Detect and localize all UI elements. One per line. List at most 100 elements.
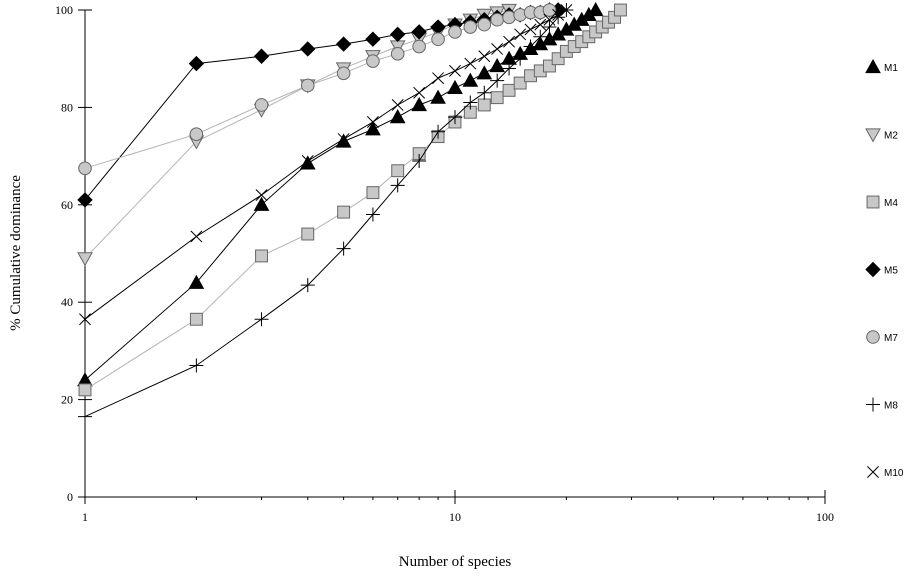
data-point-m10 [534,18,547,31]
series-m4 [78,3,627,397]
y-tick-label: 20 [61,393,73,407]
data-point-m7 [463,20,478,34]
data-point-m7 [502,10,516,25]
data-point-m8 [300,278,315,293]
data-point-m10 [190,230,203,243]
data-point-m8 [189,358,204,373]
x-tick-label: 1 [82,510,88,524]
data-point-m4 [513,76,527,90]
legend-marker-m4 [866,195,880,209]
data-point-m4 [502,83,516,97]
data-point-m7 [390,47,405,61]
series-line-m7 [84,9,550,169]
data-point-m5 [389,26,406,43]
series-layer [77,1,627,424]
data-point-m8 [412,153,427,168]
y-tick-label: 80 [61,100,73,114]
data-point-m8 [390,178,405,193]
data-point-m10 [491,43,504,55]
data-point-m1 [476,65,493,80]
data-point-m7 [542,3,557,17]
data-point-m10 [255,189,268,202]
data-point-m5 [253,48,270,64]
legend-marker-m7 [866,330,880,344]
data-point-m8 [502,61,517,76]
x-ticks: 1 10 100 [82,490,834,524]
legend-label-m8: M8 [884,401,898,412]
y-tick-label: 60 [61,198,73,212]
data-point-m4 [477,98,491,112]
series-m2 [77,3,517,267]
data-point-m1 [299,155,316,170]
series-m8 [78,3,574,424]
data-point-m8 [477,85,492,100]
data-point-m4 [301,227,315,241]
y-tick-label: 40 [61,295,73,309]
data-point-m10 [478,50,491,63]
data-point-m7 [366,54,380,68]
legend-marker-m10 [867,466,879,478]
x-tick-label: 10 [449,510,461,524]
data-point-m1 [447,79,463,95]
data-point-m8 [431,124,446,139]
data-point-m8 [490,73,505,88]
data-point-m5 [430,19,446,35]
series-m5 [77,2,566,208]
legend-label-m10: M10 [884,468,904,479]
data-point-m4 [490,91,504,105]
legend-item-m1: M1 [865,58,898,74]
series-m10 [79,4,573,326]
legend-label-m4: M4 [884,198,898,209]
data-point-m10 [449,64,461,77]
data-point-m10 [560,4,573,16]
data-point-m4 [551,52,565,66]
data-point-m4 [543,59,556,73]
data-point-m5 [77,192,93,208]
data-point-m8 [523,39,538,54]
legend-label-m7: M7 [884,333,898,344]
data-point-m1 [462,72,479,87]
data-point-m10 [337,133,350,146]
data-point-m5 [335,36,352,52]
data-point-m1 [430,89,446,104]
data-point-m7 [431,32,445,47]
data-point-m7 [412,39,426,54]
data-point-m10 [524,23,537,36]
legend-item-m7: M7 [866,330,898,344]
data-point-m2 [77,252,93,267]
data-point-m8 [254,312,269,327]
data-point-m4 [337,205,351,219]
data-point-m4 [255,249,268,263]
data-point-m4 [366,186,380,200]
data-point-m8 [336,241,351,256]
y-tick-label: 0 [67,490,73,504]
y-tick-label: 100 [55,3,73,17]
data-point-m5 [188,55,205,72]
y-axis-title: % Cumulative dominance [8,175,24,331]
data-point-m7 [448,25,462,39]
data-point-m4 [78,383,92,397]
series-line-m10 [84,9,567,320]
data-point-m8 [542,20,557,35]
data-point-m4 [613,3,627,17]
data-point-m1 [489,57,506,73]
legend-marker-m5 [865,261,881,278]
data-point-m5 [300,41,316,57]
legend-item-m2: M2 [865,128,898,143]
data-point-m7 [490,12,504,27]
data-point-m10 [552,8,565,21]
data-point-m10 [79,313,91,326]
data-point-m10 [503,35,516,48]
data-point-m8 [533,29,548,44]
x-tick-label: 100 [816,510,834,524]
data-point-m1 [389,109,406,124]
data-point-m8 [78,409,92,424]
data-point-m10 [464,57,477,70]
data-point-m1 [188,274,205,289]
legend-label-m5: M5 [884,266,898,277]
data-point-m7 [189,127,204,141]
series-line-m8 [84,9,567,418]
legend-marker-m2 [865,128,881,143]
series-m1 [77,1,604,387]
legend-item-m8: M8 [866,397,898,412]
